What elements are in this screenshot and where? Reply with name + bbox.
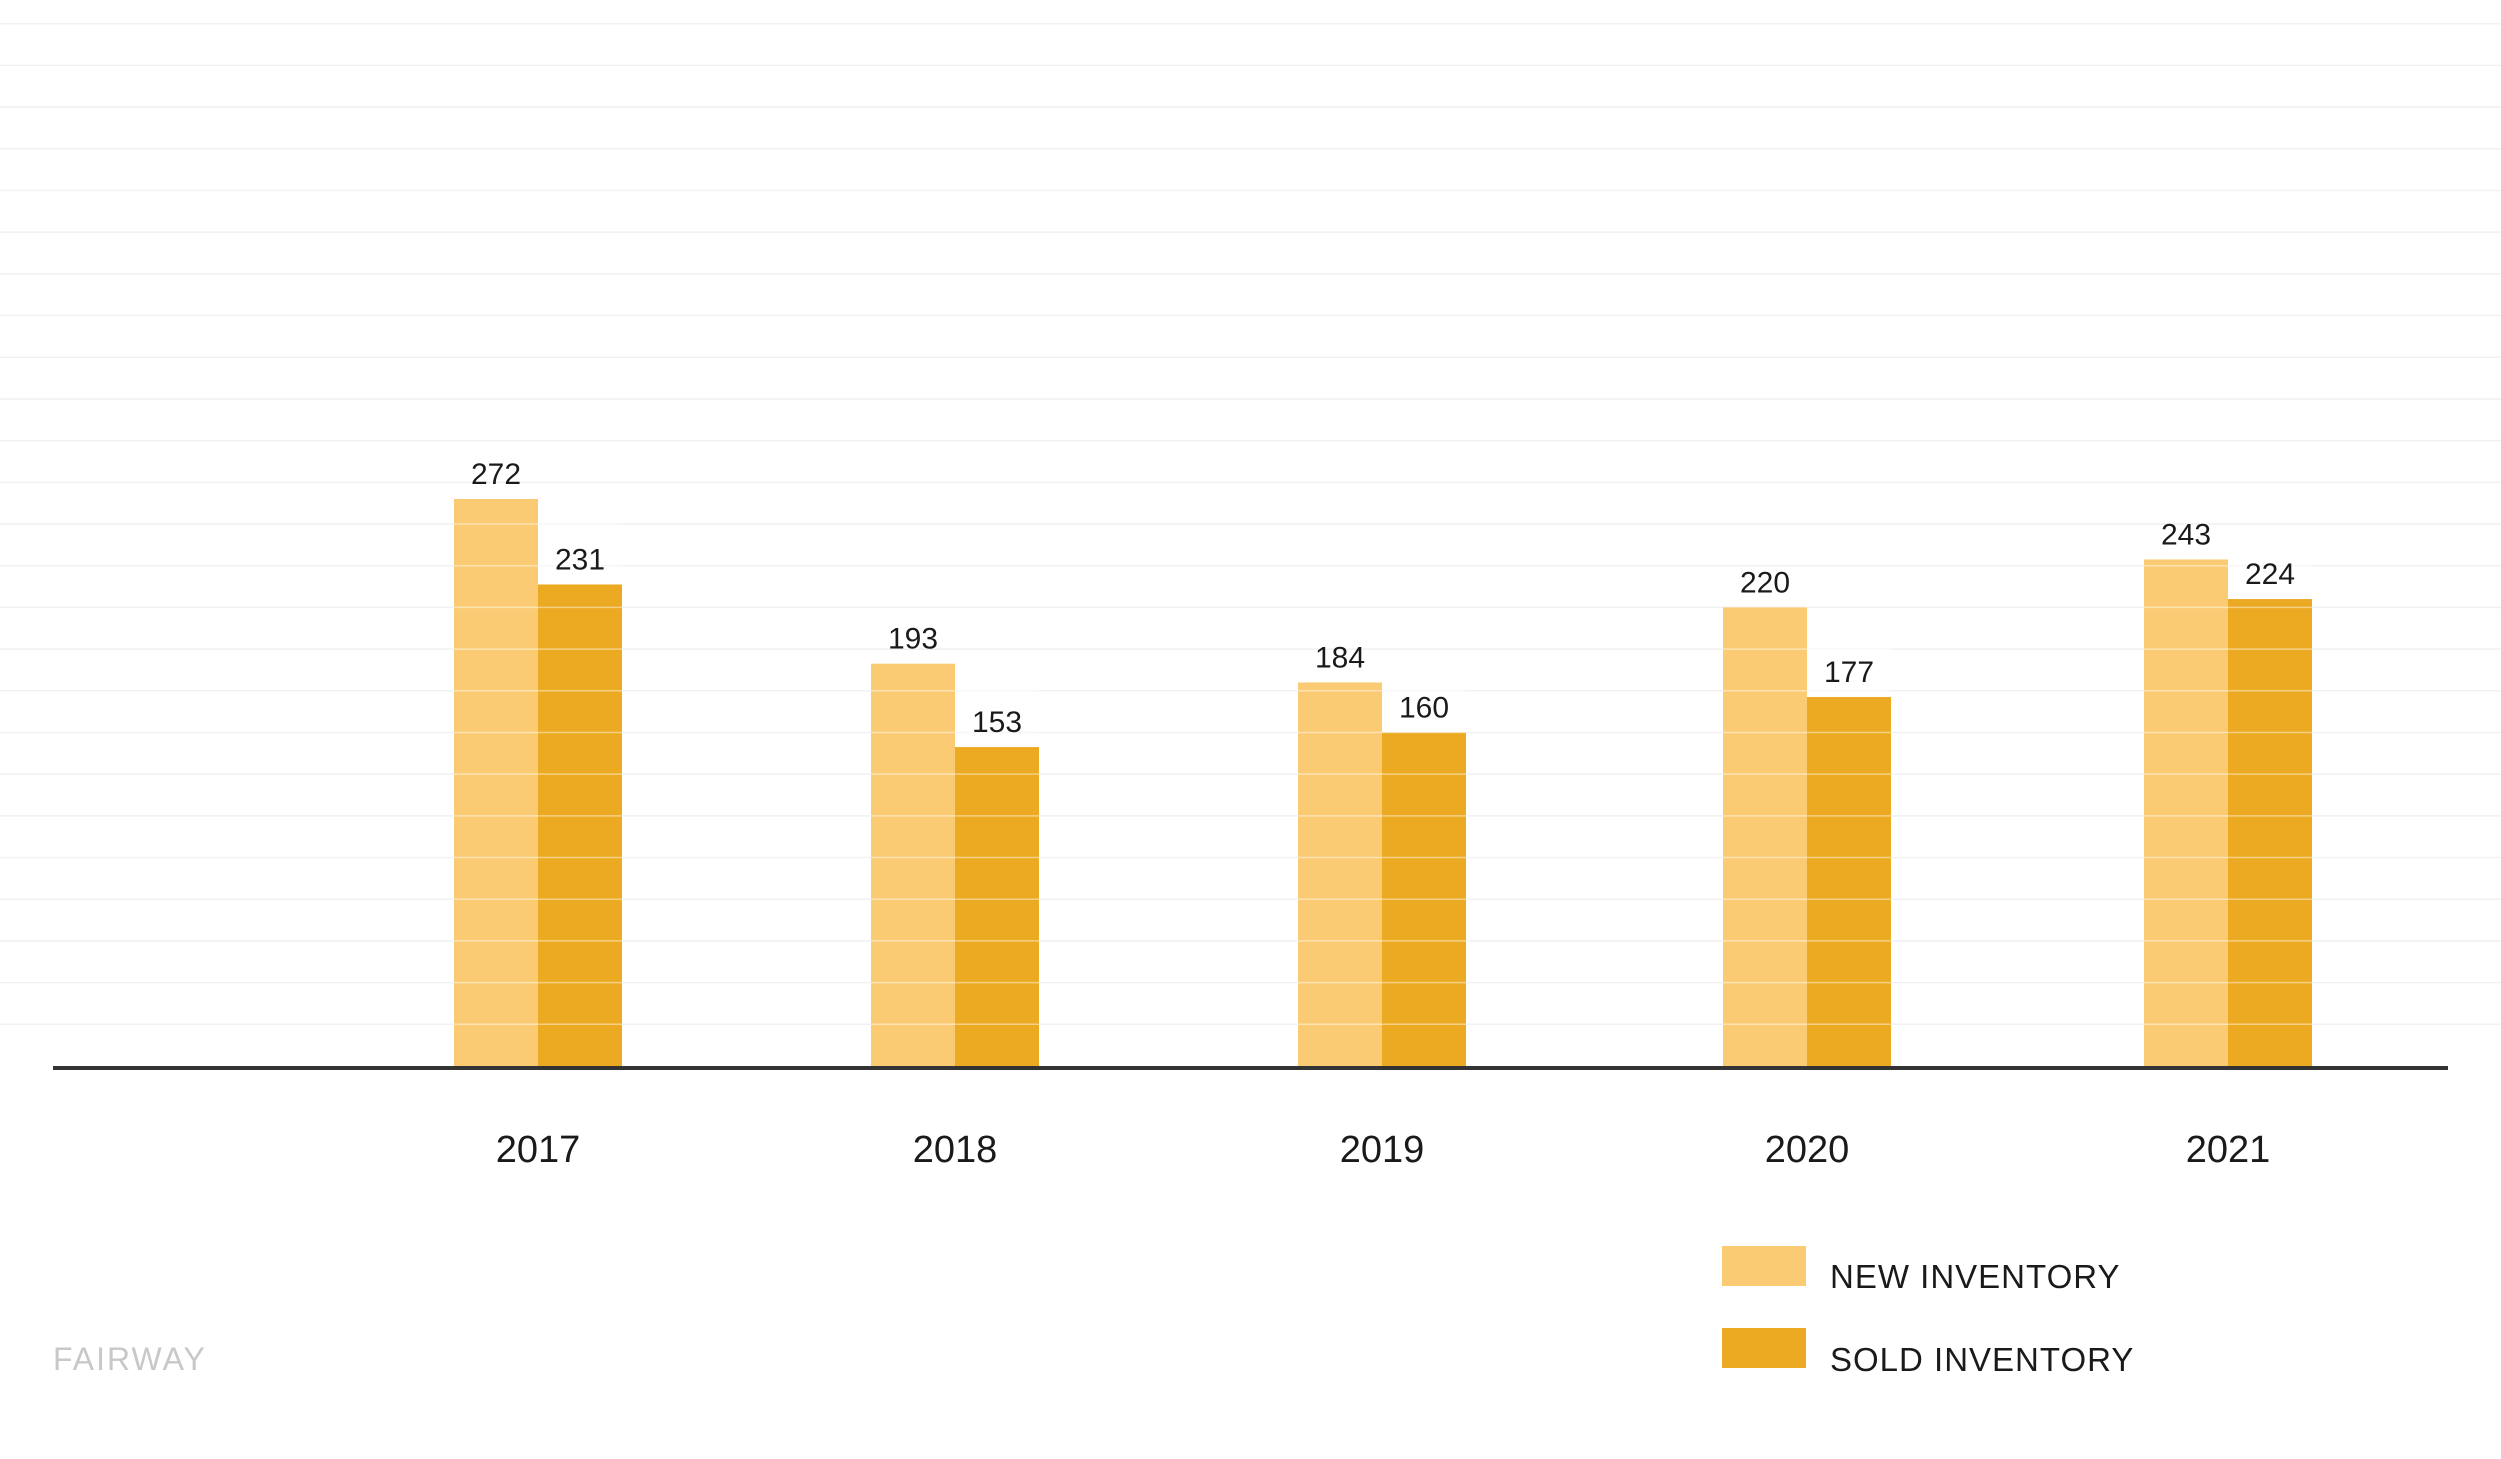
data-label-new-inventory-2017: 272 bbox=[471, 458, 521, 491]
bar-sold-inventory-2018 bbox=[955, 747, 1039, 1066]
x-tick-label-2019: 2019 bbox=[1340, 1129, 1425, 1171]
data-label-new-inventory-2020: 220 bbox=[1740, 566, 1790, 599]
data-label-sold-inventory-2021: 224 bbox=[2245, 558, 2295, 591]
data-label-sold-inventory-2017: 231 bbox=[555, 543, 605, 576]
data-label-sold-inventory-2020: 177 bbox=[1824, 656, 1874, 689]
bar-new-inventory-2019 bbox=[1298, 682, 1382, 1066]
bar-new-inventory-2021 bbox=[2144, 559, 2228, 1066]
legend-swatch-new-inventory bbox=[1722, 1246, 1806, 1286]
bar-sold-inventory-2020 bbox=[1807, 697, 1891, 1066]
x-axis-ticks: 2017 2018 2019 2020 2021 bbox=[496, 1129, 2271, 1171]
x-tick-label-2018: 2018 bbox=[913, 1129, 998, 1171]
x-tick-label-2021: 2021 bbox=[2186, 1129, 2271, 1171]
bar-sold-inventory-2017 bbox=[538, 584, 622, 1066]
data-label-new-inventory-2021: 243 bbox=[2161, 518, 2211, 551]
data-label-new-inventory-2018: 193 bbox=[888, 623, 938, 656]
legend-label-new-inventory: NEW INVENTORY bbox=[1830, 1258, 2121, 1295]
data-label-new-inventory-2019: 184 bbox=[1315, 641, 1365, 674]
bars bbox=[454, 499, 2312, 1066]
data-labels: 272 231 193 153 184 160 220 177 243 224 bbox=[471, 458, 2295, 739]
brand-logo-text: FAIRWAY bbox=[53, 1341, 207, 1377]
data-label-sold-inventory-2018: 153 bbox=[972, 706, 1022, 739]
legend: NEW INVENTORY SOLD INVENTORY bbox=[1722, 1246, 2134, 1378]
gridlines bbox=[0, 22, 2501, 1026]
bar-new-inventory-2020 bbox=[1723, 607, 1807, 1066]
legend-label-sold-inventory: SOLD INVENTORY bbox=[1830, 1341, 2134, 1378]
data-label-sold-inventory-2019: 160 bbox=[1399, 691, 1449, 724]
bar-sold-inventory-2019 bbox=[1382, 732, 1466, 1066]
legend-swatch-sold-inventory bbox=[1722, 1328, 1806, 1368]
bar-new-inventory-2017 bbox=[454, 499, 538, 1066]
bar-new-inventory-2018 bbox=[871, 663, 955, 1066]
bar-sold-inventory-2021 bbox=[2228, 599, 2312, 1066]
x-tick-label-2017: 2017 bbox=[496, 1129, 581, 1171]
x-tick-label-2020: 2020 bbox=[1765, 1129, 1850, 1171]
